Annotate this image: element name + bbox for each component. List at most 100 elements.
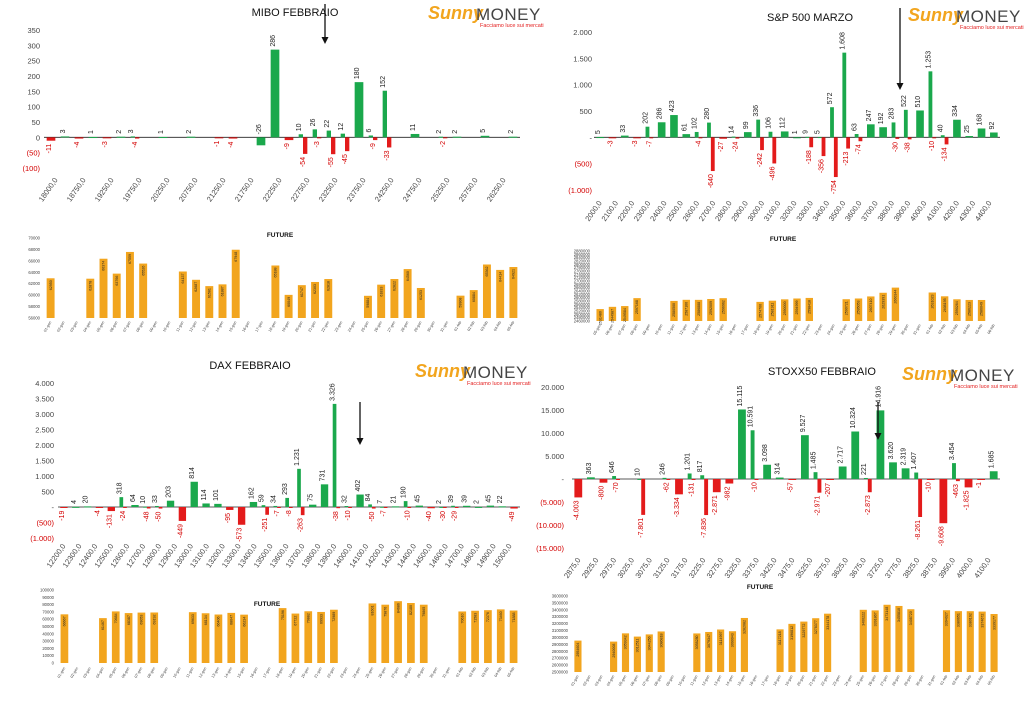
future-date-label: 06-gen bbox=[121, 667, 130, 679]
call-value-label: 10 bbox=[634, 468, 641, 476]
future-bar bbox=[574, 640, 582, 672]
future-title: FUTURE bbox=[254, 601, 281, 608]
future-date-label: 21-gen bbox=[314, 667, 323, 679]
put-bar bbox=[599, 479, 608, 483]
put-bar bbox=[704, 479, 709, 516]
call-value-label: 9 bbox=[802, 130, 809, 134]
call-value-label: 63 bbox=[852, 123, 859, 131]
future-y-tick: 0 bbox=[52, 661, 55, 666]
future-y-tick: 62000 bbox=[28, 281, 40, 286]
call-value-label: 2.319 bbox=[901, 448, 908, 466]
logo-sunny-text: Sunny bbox=[902, 364, 958, 384]
future-date-label: 03-gen bbox=[70, 321, 79, 333]
y-tick-label: 250 bbox=[27, 57, 40, 66]
future-date-label: 01-gen bbox=[570, 675, 579, 687]
call-bar bbox=[612, 476, 617, 479]
x-tick-label: 24250,0 bbox=[373, 176, 396, 203]
future-value-label: 3380192 bbox=[968, 613, 972, 627]
call-bar bbox=[953, 119, 961, 138]
future-y-tick: 2700000 bbox=[574, 279, 591, 284]
call-value-label: 152 bbox=[380, 76, 387, 88]
call-bar bbox=[368, 504, 372, 507]
future-date-label: 20-gen bbox=[796, 675, 805, 687]
call-bar bbox=[879, 127, 887, 138]
call-value-label: 5 bbox=[480, 129, 487, 133]
future-date-label: 07-gen bbox=[642, 675, 651, 687]
call-value-label: 5 bbox=[595, 130, 602, 134]
call-value-label: 106 bbox=[765, 117, 772, 129]
future-date-label: 02-gen bbox=[582, 675, 591, 687]
future-date-label: 30-gen bbox=[915, 675, 924, 687]
future-value-label: 61887 bbox=[221, 286, 225, 296]
y-tick-label: 1.000 bbox=[35, 472, 54, 481]
call-bar bbox=[620, 135, 629, 138]
call-bar bbox=[662, 477, 667, 479]
put-value-label: -11 bbox=[46, 144, 53, 154]
call-value-label: 11 bbox=[410, 124, 417, 131]
future-date-label: 17-gen bbox=[255, 321, 264, 333]
future-date-label: 21-gen bbox=[308, 321, 317, 333]
put-bar bbox=[383, 507, 388, 508]
call-value-label: 21 bbox=[391, 495, 398, 503]
call-value-label: 336 bbox=[753, 105, 760, 117]
put-bar bbox=[135, 137, 140, 139]
future-value-label: 2574700 bbox=[758, 304, 762, 318]
future-date-label: 05-feb bbox=[506, 321, 515, 332]
future-bar bbox=[188, 612, 197, 663]
y-tick-label: 2.000 bbox=[573, 28, 592, 37]
put-bar bbox=[74, 137, 84, 139]
future-y-tick: 70000 bbox=[28, 236, 40, 241]
future-date-label: 04-gen bbox=[606, 675, 615, 687]
future-y-tick: 60000 bbox=[42, 617, 54, 622]
future-value-label: 68387 bbox=[127, 615, 131, 625]
call-bar bbox=[508, 136, 518, 138]
put-value-label: -24 bbox=[120, 511, 127, 521]
future-value-label: 3079347 bbox=[707, 634, 711, 648]
y-tick-label: (500) bbox=[574, 160, 592, 169]
put-value-label: -30 bbox=[892, 142, 899, 152]
future-value-label: 84686 bbox=[396, 603, 400, 613]
future-date-label: 27-gen bbox=[391, 667, 400, 679]
future-bar bbox=[954, 611, 962, 672]
put-value-label: -242 bbox=[757, 153, 764, 167]
call-value-label: 286 bbox=[270, 35, 277, 47]
x-tick-label: 4400,0 bbox=[973, 199, 994, 223]
future-value-label: 2596962 bbox=[721, 300, 725, 314]
future-value-label: 3196812 bbox=[790, 626, 794, 640]
logo-sunny-text: Sunny bbox=[908, 5, 964, 25]
put-bar bbox=[427, 507, 435, 509]
call-value-label: 1 bbox=[158, 130, 165, 134]
call-value-label: 14.916 bbox=[875, 386, 882, 408]
future-bar bbox=[86, 278, 95, 318]
call-value-label: 7 bbox=[377, 500, 384, 504]
call-bar bbox=[270, 49, 280, 138]
future-value-label: 3400222 bbox=[861, 612, 865, 626]
y-tick-label: 500 bbox=[579, 107, 592, 116]
future-date-label: 05-gen bbox=[96, 321, 105, 333]
future-value-label: 64921 bbox=[512, 269, 516, 279]
future-bar bbox=[693, 633, 701, 672]
call-value-label: 2 bbox=[116, 130, 123, 134]
future-bar bbox=[854, 298, 863, 321]
future-value-label: 64560 bbox=[406, 271, 410, 281]
future-value-label: 72989 bbox=[332, 612, 336, 622]
y-tick-label: 10.000 bbox=[541, 429, 564, 438]
call-value-label: 423 bbox=[669, 100, 676, 112]
call-bar bbox=[480, 135, 490, 138]
call-value-label: 22 bbox=[324, 120, 331, 128]
future-date-label: 03-feb bbox=[963, 675, 972, 686]
future-value-label: 72376 bbox=[486, 612, 490, 622]
x-tick-label: 25750,0 bbox=[457, 176, 480, 203]
put-bar bbox=[443, 507, 447, 508]
future-value-label: 69933 bbox=[319, 614, 323, 624]
future-date-label: 31-gen bbox=[913, 324, 922, 336]
future-date-label: 11-gen bbox=[667, 324, 676, 336]
future-value-label: 3086818 bbox=[659, 633, 663, 647]
future-bar bbox=[484, 610, 492, 663]
future-date-label: 01-gen bbox=[43, 321, 52, 333]
put-value-label: -57 bbox=[787, 482, 794, 492]
put-value-label: -30 bbox=[440, 511, 447, 521]
put-value-label: -4.003 bbox=[573, 500, 580, 520]
call-value-label: 246 bbox=[659, 463, 666, 475]
future-chart-1: FUTURE 2880000286000028400002820000280000… bbox=[574, 236, 996, 336]
